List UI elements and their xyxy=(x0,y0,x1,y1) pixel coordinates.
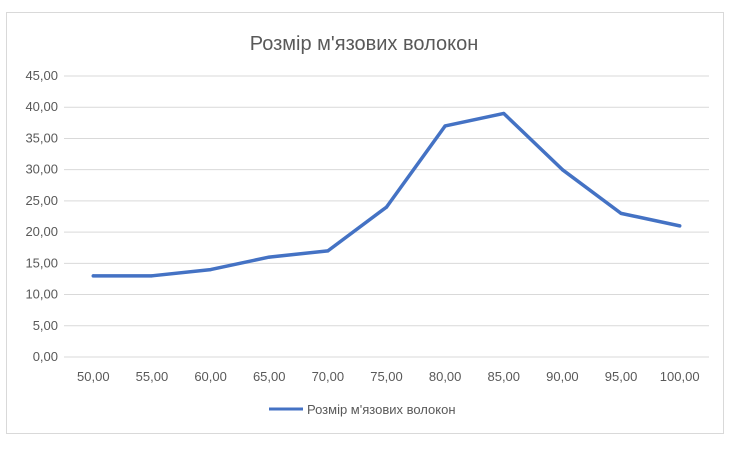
data-point xyxy=(678,224,682,228)
series-line xyxy=(91,111,682,278)
data-point xyxy=(384,205,389,209)
legend: Розмір м'язових волокон xyxy=(269,402,456,417)
x-tick-label: 65,00 xyxy=(253,369,286,384)
data-point xyxy=(208,267,213,272)
y-tick-label: 40,00 xyxy=(25,99,58,114)
x-tick-label: 75,00 xyxy=(370,369,403,384)
x-tick-label: 80,00 xyxy=(429,369,462,384)
x-tick-label: 90,00 xyxy=(546,369,579,384)
y-tick-label: 30,00 xyxy=(25,162,58,177)
y-tick-label: 0,00 xyxy=(33,349,58,364)
data-point xyxy=(443,124,447,128)
y-tick-label: 20,00 xyxy=(25,224,58,239)
y-tick-label: 10,00 xyxy=(25,287,58,302)
legend-label: Розмір м'язових волокон xyxy=(307,402,456,417)
x-tick-label: 95,00 xyxy=(605,369,638,384)
x-tick-label: 70,00 xyxy=(312,369,345,384)
data-point xyxy=(150,274,154,278)
y-tick-label: 15,00 xyxy=(25,255,58,270)
data-point xyxy=(326,249,330,253)
x-tick-label: 55,00 xyxy=(136,369,169,384)
y-tick-label: 45,00 xyxy=(25,68,58,83)
data-point xyxy=(267,255,271,259)
data-point xyxy=(502,111,506,116)
data-point xyxy=(560,168,565,172)
y-axis: 0,00 5,00 10,00 15,00 20,00 25,00 30,00 35,00 40… xyxy=(25,68,58,364)
chart-title: Розмір м'язових волокон xyxy=(250,33,478,55)
x-tick-label: 85,00 xyxy=(487,369,520,384)
data-point xyxy=(619,211,623,215)
y-tick-label: 5,00 xyxy=(33,318,58,333)
y-tick-label: 25,00 xyxy=(25,193,58,208)
x-axis: 50,00 55,00 60,00 65,00 70,00 75,00 80,00 85,00… xyxy=(77,369,700,384)
gridlines xyxy=(64,75,709,358)
series-layer xyxy=(91,111,682,278)
y-tick-label: 35,00 xyxy=(25,130,58,145)
x-tick-label: 60,00 xyxy=(194,369,227,384)
data-point xyxy=(91,274,95,278)
x-tick-label: 100,00 xyxy=(660,369,700,384)
x-tick-label: 50,00 xyxy=(77,369,110,384)
